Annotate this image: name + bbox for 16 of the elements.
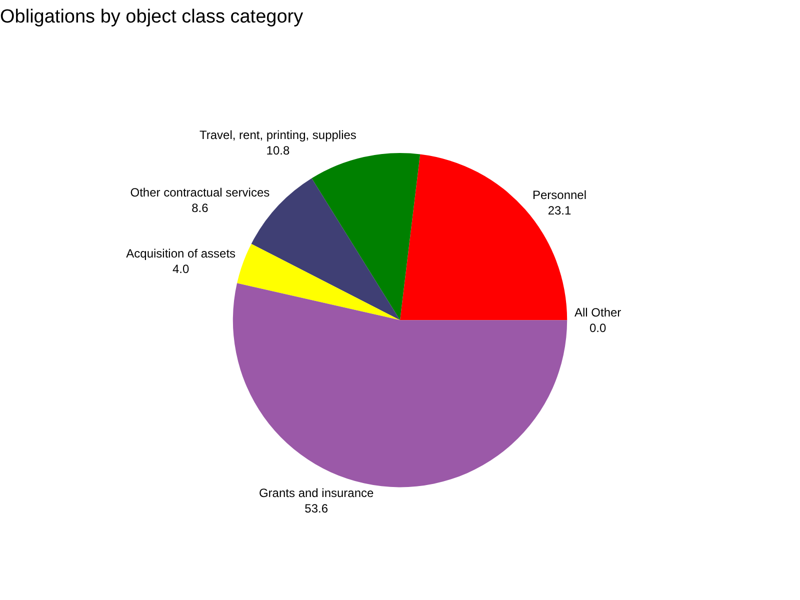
data-label: 8.6 [192,200,209,215]
pie-slice [312,153,420,320]
slice-label: Personnel [532,188,587,202]
data-label: 53.6 [304,502,328,516]
data-label: 4.0 [172,262,190,276]
category-label: All Other [574,305,622,320]
pie-slice [237,244,400,320]
text: 0.0 [590,320,606,335]
slice-label: Acquisition of assets [126,246,236,261]
slice-label: Travel, rent, printing, supplies [199,128,356,142]
data-label: 10.8 [266,144,290,158]
pie-slice [233,283,568,488]
data-label: 23.1 [548,204,572,218]
chart-title: Obligations by object class category [0,6,304,28]
slice-label: Grants and insurance [258,486,374,500]
slice-label: Other contractual services [130,185,270,200]
